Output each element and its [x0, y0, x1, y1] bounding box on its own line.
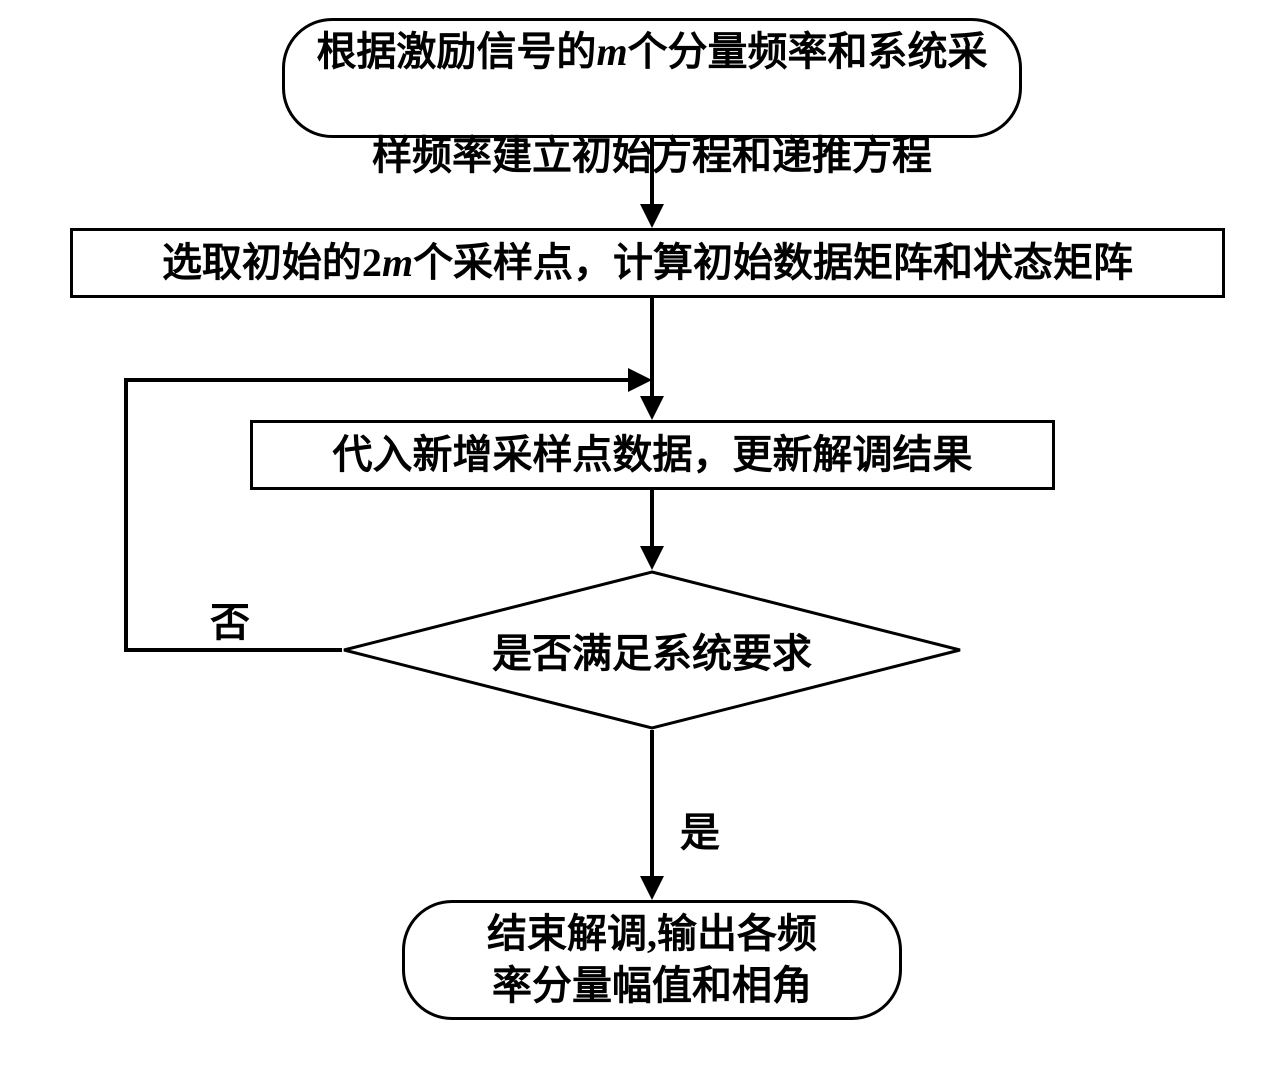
update-text: 代入新增采样点数据，更新解调结果 [333, 429, 973, 481]
init-text: 选取初始的2m个采样点，计算初始数据矩阵和状态矩阵 [162, 237, 1133, 289]
init-node: 选取初始的2m个采样点，计算初始数据矩阵和状态矩阵 [70, 228, 1225, 298]
start-text: 根据激励信号的m个分量频率和系统采 样频率建立初始方程和递推方程 [316, 0, 987, 182]
flowchart-canvas: 根据激励信号的m个分量频率和系统采 样频率建立初始方程和递推方程 选取初始的2m… [0, 0, 1280, 1081]
m-italic: m [596, 29, 627, 74]
m-italic-2: m [382, 240, 413, 285]
decision-node: 是否满足系统要求 [342, 570, 962, 730]
edge-label-yes: 是 [680, 800, 720, 858]
end-node: 结束解调,输出各频 率分量幅值和相角 [402, 900, 902, 1020]
decision-text: 是否满足系统要求 [492, 621, 812, 679]
end-text: 结束解调,输出各频 率分量幅值和相角 [487, 908, 817, 1012]
start-node: 根据激励信号的m个分量频率和系统采 样频率建立初始方程和递推方程 [282, 18, 1022, 138]
update-node: 代入新增采样点数据，更新解调结果 [250, 420, 1055, 490]
edge-label-no: 否 [210, 590, 250, 648]
